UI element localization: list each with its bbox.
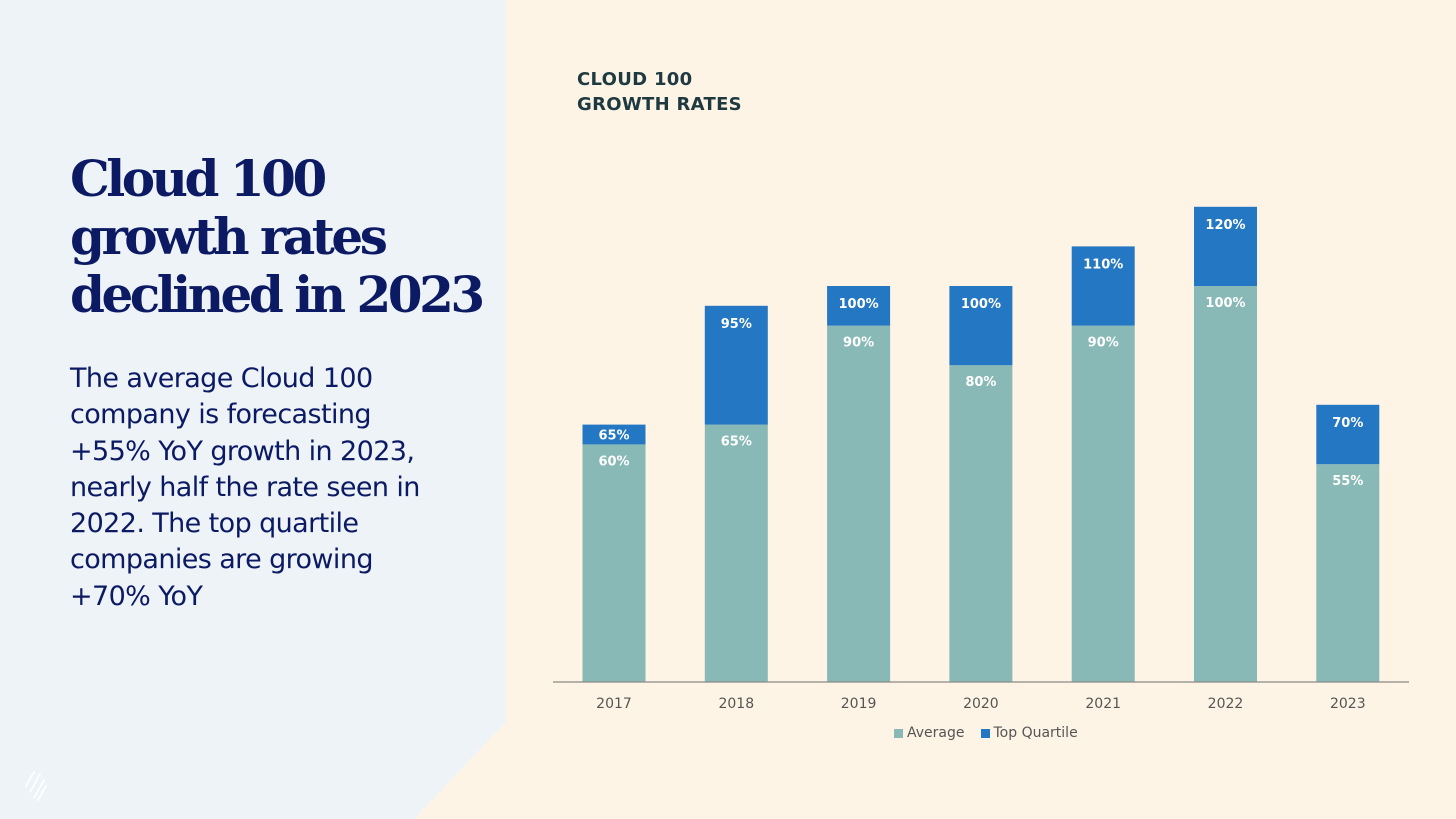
data-label-top-quartile-2020: 100% [961, 297, 1001, 312]
bar-average-2019 [827, 325, 891, 682]
data-label-average-2019: 90% [843, 336, 874, 351]
bar-top-quartile-2021 [1071, 246, 1135, 326]
data-label-average-2018: 65% [721, 435, 752, 450]
x-tick-label-2018: 2018 [718, 696, 754, 712]
x-tick-label-2021: 2021 [1085, 696, 1121, 712]
bar-average-2017 [582, 444, 646, 682]
bar-top-quartile-2023 [1316, 404, 1380, 465]
x-tick-label-2022: 2022 [1208, 696, 1244, 712]
data-label-average-2020: 80% [965, 375, 996, 390]
legend-item-top-quartile: Top Quartile [980, 725, 1078, 741]
data-label-top-quartile-2018: 95% [721, 317, 752, 332]
legend-swatch-top-quartile [980, 728, 990, 738]
bar-average-2022 [1194, 286, 1257, 682]
bar-top-quartile-2019 [827, 286, 891, 326]
data-label-top-quartile-2017: 65% [598, 429, 629, 444]
legend-label-top-quartile: Top Quartile [993, 725, 1078, 741]
data-label-average-2017: 60% [598, 454, 629, 469]
bar-top-quartile-2022 [1194, 206, 1257, 286]
chart-title: CLOUD 100 GROWTH RATES [577, 69, 742, 115]
legend-item-average: Average [894, 725, 965, 741]
body-text: The average Cloud 100 company is forecas… [70, 363, 420, 612]
slash-stripes-logo-icon [24, 770, 48, 807]
data-label-average-2023: 55% [1332, 474, 1363, 489]
bar-average-2023 [1316, 464, 1380, 682]
bar-average-2021 [1071, 325, 1135, 682]
x-tick-label-2023: 2023 [1330, 696, 1366, 712]
x-tick-label-2017: 2017 [596, 696, 632, 712]
data-label-top-quartile-2022: 120% [1205, 218, 1245, 233]
legend-label-average: Average [907, 725, 965, 741]
bar-average-2018 [704, 424, 768, 682]
data-label-top-quartile-2021: 110% [1083, 257, 1123, 272]
bar-top-quartile-2020 [949, 286, 1013, 366]
x-tick-label-2020: 2020 [963, 696, 999, 712]
legend-swatch-average [894, 728, 903, 738]
bar-top-quartile-2017 [582, 424, 646, 445]
data-label-average-2021: 90% [1088, 336, 1119, 351]
chart-legend: Average Top Quartile [894, 725, 1078, 741]
headline: Cloud 100 growth rates declined in 2023 [70, 149, 485, 324]
x-tick-label-2019: 2019 [841, 696, 877, 712]
data-label-top-quartile-2019: 100% [839, 297, 879, 312]
data-label-top-quartile-2023: 70% [1332, 416, 1363, 431]
bar-top-quartile-2018 [704, 305, 768, 425]
data-label-average-2022: 100% [1205, 296, 1245, 311]
bar-average-2020 [949, 365, 1013, 682]
